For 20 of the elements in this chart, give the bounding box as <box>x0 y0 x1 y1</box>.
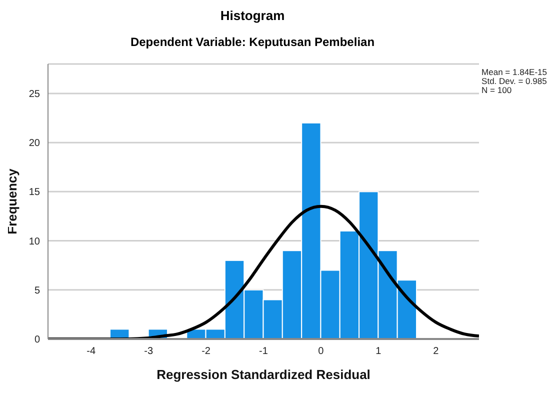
chart-title: Histogram <box>219 8 286 23</box>
x-tick-label: 1 <box>376 346 382 358</box>
x-tick-label: -3 <box>144 346 154 358</box>
x-tick-label: -4 <box>86 346 96 358</box>
text: Std. Dev. = 0.985 <box>482 76 547 86</box>
x-tick-label: 2 <box>433 346 440 358</box>
y-tick-label: 10 <box>28 236 40 248</box>
y-axis-title: Frequency <box>4 168 20 234</box>
y-tick-label: 0 <box>34 334 40 346</box>
y-tick-label: 15 <box>28 187 40 198</box>
text: N = 100 <box>482 85 513 95</box>
y-tick-label: 5 <box>34 285 40 296</box>
y-tick-label: 25 <box>28 89 40 100</box>
chart-subtitle: Dependent Variable: Keputusan Pembelian <box>129 35 376 49</box>
x-tick-label: 0 <box>318 346 324 358</box>
x-axis-title: Regression Standardized Residual <box>156 367 370 382</box>
x-tick-label: -1 <box>259 346 268 358</box>
x-tick-label: -2 <box>202 346 211 358</box>
text: Mean = 1.84E-15 <box>482 67 547 77</box>
y-tick-label: 20 <box>28 138 40 150</box>
